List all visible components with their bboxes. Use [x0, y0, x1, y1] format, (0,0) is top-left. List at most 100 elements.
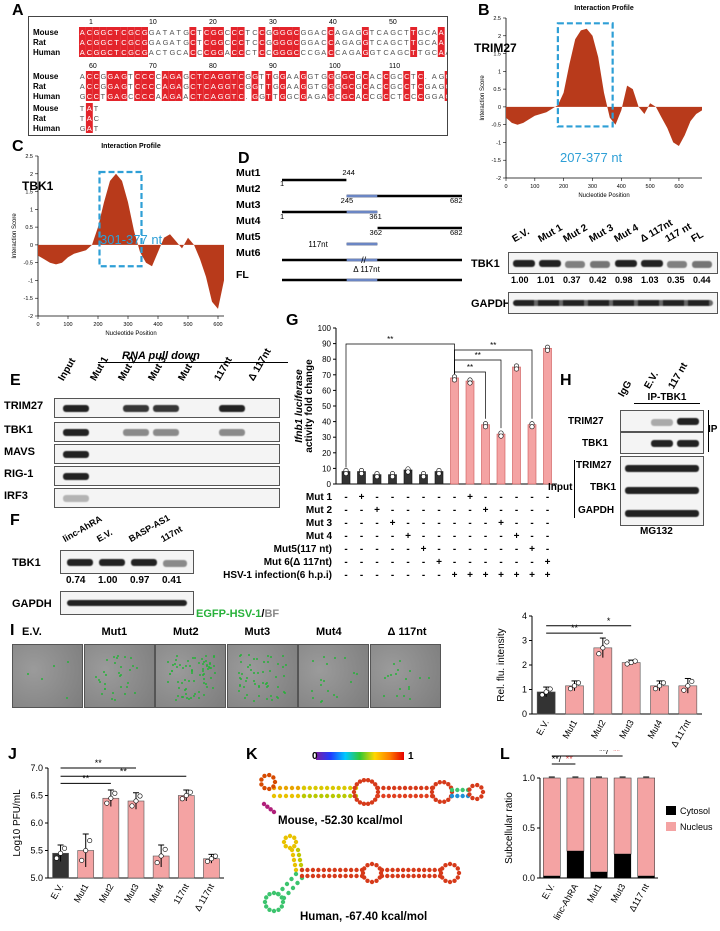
human-nt — [343, 867, 348, 873]
nucleotide: G — [211, 48, 217, 57]
human-nt — [332, 873, 337, 879]
nucleotide: C — [121, 38, 127, 47]
category-label: Mut2 — [97, 882, 116, 904]
y-tick-label: -1 — [28, 278, 33, 284]
condition-sign: - — [437, 518, 440, 529]
y-tick-label: 0.5 — [25, 225, 33, 231]
nucleotide: A — [432, 82, 437, 91]
data-point — [467, 380, 473, 386]
band — [625, 465, 699, 472]
nucleotide: C — [239, 72, 245, 81]
nucleotide: C — [239, 28, 245, 37]
nucleotide: T — [411, 28, 416, 37]
band — [67, 600, 187, 606]
infected-cell — [268, 670, 271, 673]
nucleotide: C — [328, 28, 334, 37]
nucleotide: A — [163, 92, 168, 101]
y-tick-label: 50 — [322, 402, 331, 411]
nucleotide: C — [349, 92, 355, 101]
ip-bracket — [706, 410, 709, 452]
nucleotide: G — [328, 92, 334, 101]
conserved-column — [382, 71, 390, 101]
infected-cell — [41, 677, 44, 680]
human-nt — [284, 881, 290, 887]
infected-cell — [201, 663, 204, 666]
infected-cell — [214, 672, 217, 675]
nucleotide: C — [239, 48, 245, 57]
condition-sign: - — [360, 557, 363, 568]
human-nt — [395, 873, 401, 879]
infected-cell — [203, 681, 206, 684]
condition-sign: - — [375, 544, 378, 555]
significance-mark: * — [607, 616, 611, 626]
construct-name: Mut6 — [236, 247, 261, 259]
infected-cell — [172, 663, 175, 666]
infected-cell — [408, 698, 411, 701]
nucleotide: C — [135, 38, 141, 47]
bar-cytosol — [590, 872, 608, 878]
nucleotide: C — [232, 48, 238, 57]
human-nt — [369, 879, 375, 885]
x-tick-label: 400 — [617, 184, 626, 190]
condition-sign: - — [422, 505, 425, 516]
condition-sign: + — [483, 570, 489, 581]
data-point — [482, 424, 488, 430]
y-tick-label: -1.5 — [24, 296, 33, 302]
pulldown-membrane-mavs — [54, 444, 280, 464]
nucleotide: G — [321, 82, 327, 91]
nucleotide: A — [170, 38, 175, 47]
infected-cell — [203, 661, 206, 664]
band — [615, 260, 637, 267]
infected-cell — [205, 659, 208, 662]
mouse-nt — [430, 794, 436, 799]
blot-d-row-gapdh: GAPDH — [471, 298, 511, 310]
blot-h-ip-label: IP — [708, 424, 718, 435]
profile-title: Interaction Profile — [574, 5, 634, 12]
significance-mark: ** — [571, 623, 579, 633]
band — [625, 510, 699, 517]
mouse-nt — [348, 785, 353, 791]
category-label: Mut4 — [147, 882, 166, 904]
mouse-nt — [446, 797, 451, 803]
nucleotide: C — [204, 28, 210, 37]
nucleotide: G — [149, 28, 155, 37]
nucleotide: G — [377, 92, 383, 101]
infected-cell — [311, 690, 314, 693]
significance-mark: ** — [82, 773, 90, 783]
conserved-column — [230, 27, 238, 57]
nucleotide: A — [335, 28, 340, 37]
nucleotide: G — [280, 72, 286, 81]
data-point — [604, 639, 610, 645]
nucleotide: . — [425, 72, 427, 81]
infected-cell — [98, 679, 101, 682]
y-tick-label: 2.5 — [493, 16, 501, 22]
category-label: Mut2 — [589, 718, 608, 740]
y-axis-label: Interaction Score — [480, 75, 486, 121]
nucleotide: G — [280, 92, 286, 101]
nucleotide: T — [114, 48, 119, 57]
data-point — [212, 853, 218, 859]
infected-cell — [212, 664, 215, 667]
nucleotide: C — [87, 82, 93, 91]
human-nt — [411, 873, 416, 879]
y-tick-label: 1.0 — [522, 773, 535, 783]
blot-h-lane-117nt: 117 nt — [666, 360, 691, 391]
category-label: E.V. — [49, 882, 66, 901]
nucleotide: G — [287, 92, 293, 101]
nucleotide: G — [273, 72, 279, 81]
human-nt — [332, 867, 337, 873]
profile-title: Interaction Profile — [101, 143, 161, 150]
infected-cell — [326, 690, 329, 692]
nucleotide: C — [107, 38, 113, 47]
nucleotide: G — [94, 48, 100, 57]
condition-sign: - — [422, 518, 425, 529]
condition-sign: - — [344, 544, 347, 555]
nucleotide: A — [432, 72, 437, 81]
condition-sign: - — [344, 492, 347, 503]
conserved-column — [120, 71, 128, 101]
infected-cell — [111, 697, 114, 700]
conserved-column — [251, 71, 259, 101]
panel-label-d: D — [238, 150, 250, 167]
nucleotide: T — [163, 48, 168, 57]
mouse-nt — [262, 785, 267, 791]
